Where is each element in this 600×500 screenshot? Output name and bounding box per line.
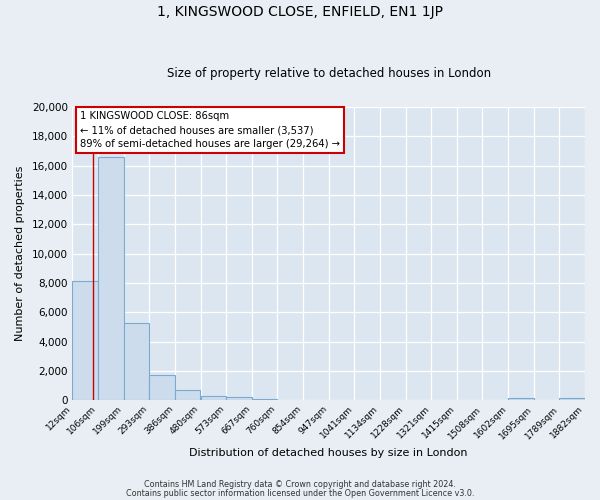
- Bar: [175, 390, 200, 400]
- Text: 1 KINGSWOOD CLOSE: 86sqm
← 11% of detached houses are smaller (3,537)
89% of sem: 1 KINGSWOOD CLOSE: 86sqm ← 11% of detach…: [80, 112, 340, 150]
- Bar: [226, 398, 251, 400]
- Bar: [252, 399, 277, 400]
- Text: Contains HM Land Registry data © Crown copyright and database right 2024.: Contains HM Land Registry data © Crown c…: [144, 480, 456, 489]
- Bar: [98, 157, 124, 400]
- Y-axis label: Number of detached properties: Number of detached properties: [15, 166, 25, 342]
- X-axis label: Distribution of detached houses by size in London: Distribution of detached houses by size …: [190, 448, 468, 458]
- Text: 1, KINGSWOOD CLOSE, ENFIELD, EN1 1JP: 1, KINGSWOOD CLOSE, ENFIELD, EN1 1JP: [157, 5, 443, 19]
- Bar: [124, 322, 149, 400]
- Bar: [200, 396, 226, 400]
- Bar: [508, 398, 534, 400]
- Bar: [559, 398, 585, 400]
- Bar: [149, 374, 175, 400]
- Bar: [72, 282, 98, 400]
- Text: Contains public sector information licensed under the Open Government Licence v3: Contains public sector information licen…: [126, 488, 474, 498]
- Title: Size of property relative to detached houses in London: Size of property relative to detached ho…: [167, 66, 491, 80]
